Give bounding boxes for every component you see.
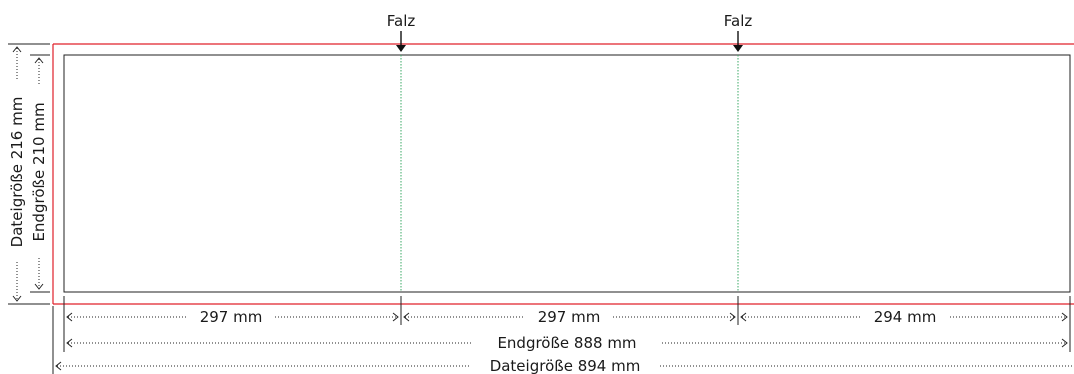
end-height-label: Endgröße 210 mm: [30, 102, 48, 241]
fold-label-2: Falz: [724, 12, 753, 30]
file-height-label: Dateigröße 216 mm: [8, 97, 26, 248]
file-width-label: Dateigröße 894 mm: [490, 357, 641, 374]
panel-dimension-2: 297 mm: [403, 308, 736, 326]
end-height-dimension: Endgröße 210 mm: [30, 57, 48, 290]
panel-dimension-1: 297 mm: [66, 308, 399, 326]
fold-label-1: Falz: [387, 12, 416, 30]
end-width-dimension: Endgröße 888 mm: [66, 334, 1068, 352]
panel-dimension-3: 294 mm: [740, 308, 1068, 326]
file-width-dimension: Dateigröße 894 mm: [55, 357, 1074, 374]
fold-arrow-1-icon: [396, 45, 406, 52]
fold-arrow-2-icon: [733, 45, 743, 52]
file-height-dimension: Dateigröße 216 mm: [8, 46, 26, 302]
panel-3-label: 294 mm: [874, 308, 937, 326]
panel-1-label: 297 mm: [200, 308, 263, 326]
panel-2-label: 297 mm: [538, 308, 601, 326]
end-width-label: Endgröße 888 mm: [497, 334, 636, 352]
trim-rectangle: [63, 54, 1071, 293]
